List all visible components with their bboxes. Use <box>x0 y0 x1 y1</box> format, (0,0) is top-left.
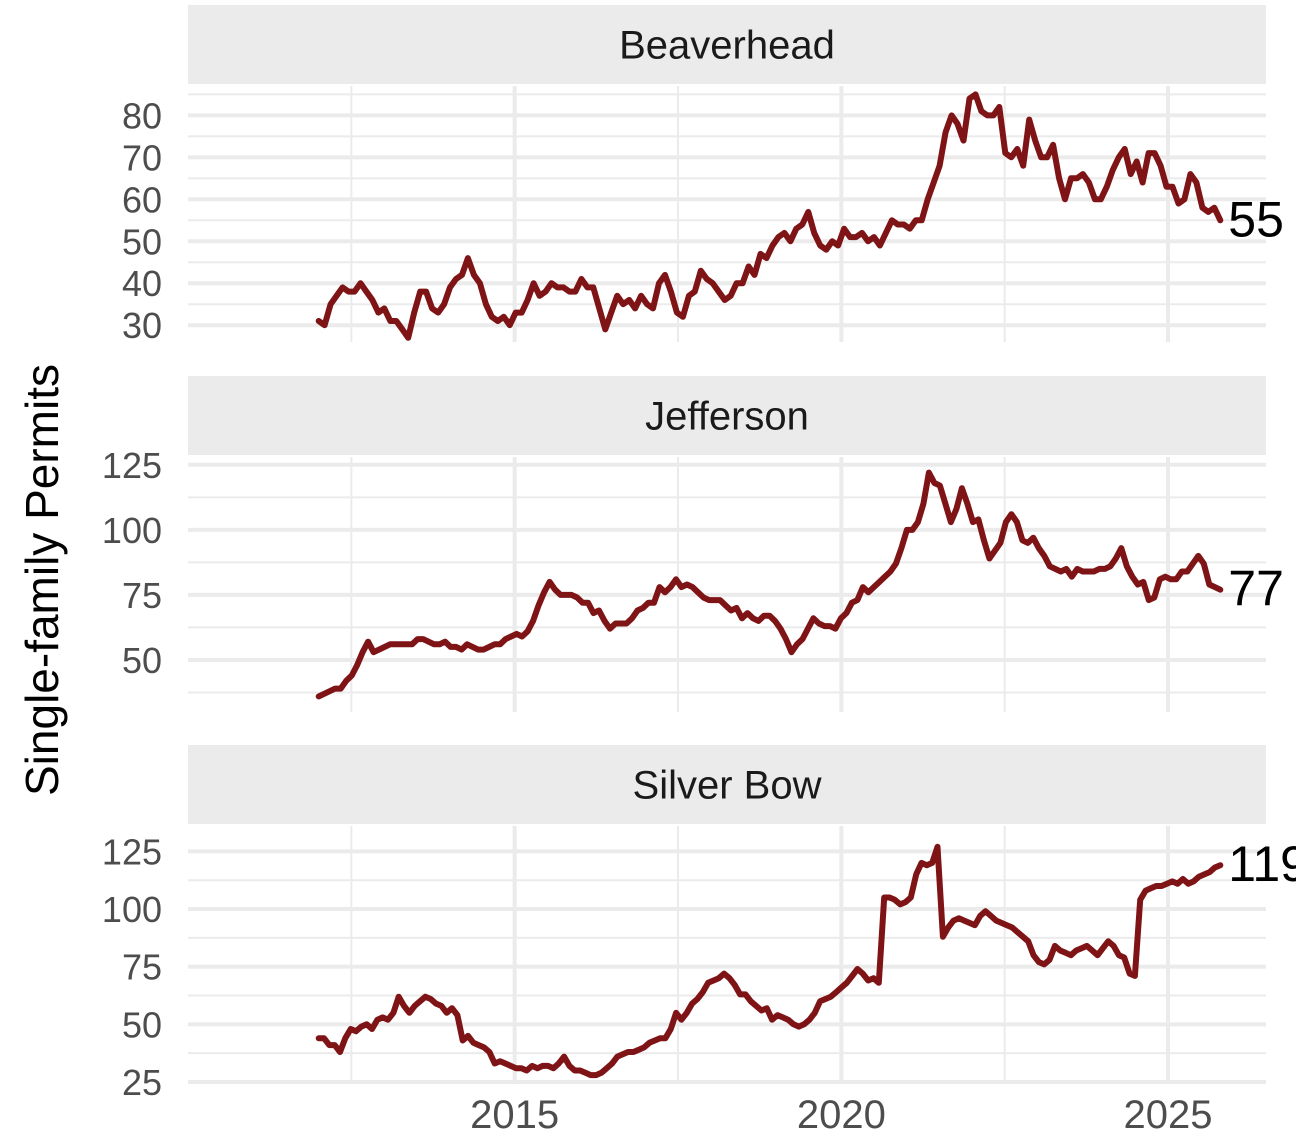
panel-title: Silver Bow <box>633 764 822 808</box>
x-axis: 2015 2020 2025 <box>470 1093 1212 1137</box>
y-tick-label: 125 <box>102 831 162 872</box>
end-value-label: 77 <box>1228 561 1284 617</box>
panel-2: Silver Bow 25 50 75 100 125 119 <box>102 745 1296 1103</box>
y-tick-label: 100 <box>102 889 162 930</box>
y-tick-label: 50 <box>122 221 162 262</box>
panel-strip <box>188 5 1266 84</box>
y-tick-label: 30 <box>122 305 162 346</box>
series-line <box>315 91 1224 341</box>
series-line <box>315 843 1224 1079</box>
x-tick-label: 2020 <box>797 1093 886 1137</box>
end-value-label: 119 <box>1228 836 1296 892</box>
y-tick-label: 100 <box>102 510 162 551</box>
panel-title: Beaverhead <box>619 24 835 68</box>
y-axis-label: Single-family Permits <box>16 364 68 796</box>
y-tick-label: 125 <box>102 445 162 486</box>
y-tick-label: 50 <box>122 640 162 681</box>
y-tick-label: 50 <box>122 1004 162 1045</box>
y-tick-label: 40 <box>122 263 162 304</box>
series-line <box>315 469 1224 700</box>
y-tick-label: 75 <box>122 947 162 988</box>
x-tick-label: 2015 <box>470 1093 559 1137</box>
panel-strip <box>188 745 1266 824</box>
y-tick-label: 70 <box>122 137 162 178</box>
y-tick-label: 75 <box>122 575 162 616</box>
y-tick-label: 25 <box>122 1062 162 1103</box>
panel-1: Jefferson 50 75 100 125 77 <box>102 376 1284 712</box>
end-value-label: 55 <box>1228 191 1284 247</box>
panel-strip <box>188 376 1266 455</box>
y-tick-label: 60 <box>122 179 162 220</box>
y-tick-label: 80 <box>122 95 162 136</box>
x-tick-label: 2025 <box>1124 1093 1213 1137</box>
panel-title: Jefferson <box>645 395 809 439</box>
chart-panels: Beaverhead30405060708055Jefferson5075100… <box>102 5 1296 1103</box>
